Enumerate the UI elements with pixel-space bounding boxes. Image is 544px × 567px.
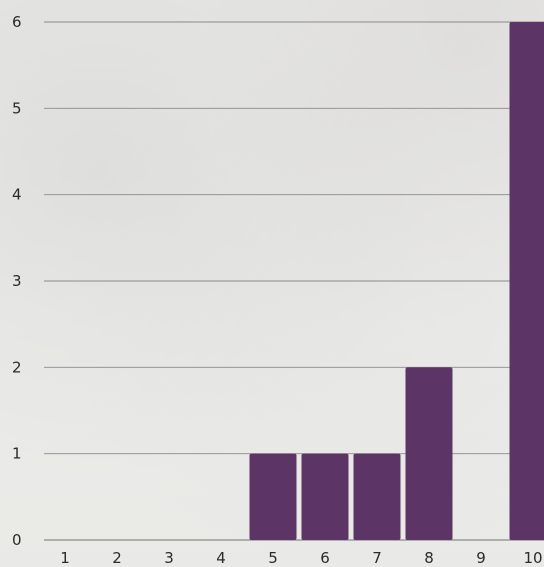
y-tick-label: 4 bbox=[12, 186, 22, 204]
bar-7[interactable] bbox=[353, 453, 401, 540]
x-tick-label: 1 bbox=[60, 549, 70, 567]
y-axis-ticks: 0 1 2 3 4 5 6 bbox=[12, 13, 22, 549]
x-axis-ticks: 1 2 3 4 5 6 7 8 9 10 bbox=[60, 549, 542, 567]
x-tick-label: 2 bbox=[112, 549, 122, 567]
bars bbox=[249, 22, 544, 540]
y-tick-label: 6 bbox=[12, 13, 22, 31]
x-tick-label: 5 bbox=[268, 549, 278, 567]
bar-8[interactable] bbox=[405, 367, 453, 540]
x-tick-label: 8 bbox=[424, 549, 434, 567]
y-tick-label: 3 bbox=[12, 272, 22, 290]
x-tick-label: 6 bbox=[320, 549, 330, 567]
y-tick-label: 1 bbox=[12, 445, 22, 463]
y-tick-label: 2 bbox=[12, 358, 22, 376]
y-tick-label: 5 bbox=[12, 99, 22, 117]
x-tick-label: 4 bbox=[216, 549, 226, 567]
y-tick-label: 0 bbox=[12, 531, 22, 549]
x-tick-label: 9 bbox=[476, 549, 486, 567]
x-tick-label: 3 bbox=[164, 549, 174, 567]
bar-5[interactable] bbox=[249, 453, 297, 540]
x-tick-label: 10 bbox=[523, 549, 542, 567]
bar-10[interactable] bbox=[509, 22, 544, 540]
x-tick-label: 7 bbox=[372, 549, 382, 567]
bar-6[interactable] bbox=[301, 453, 349, 540]
